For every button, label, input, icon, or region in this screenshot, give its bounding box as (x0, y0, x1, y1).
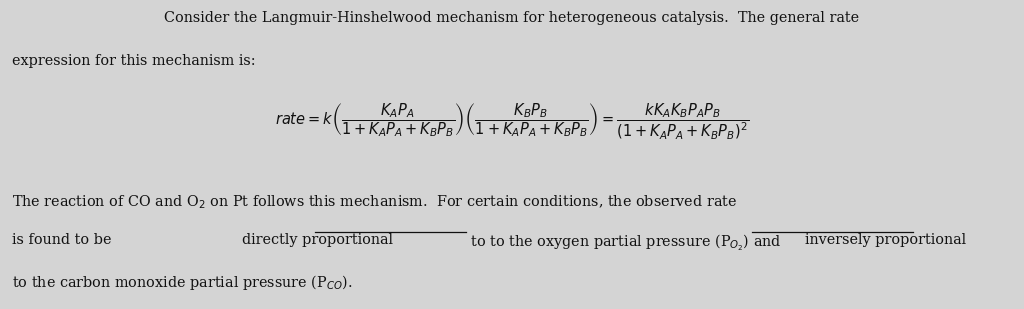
Text: expression for this mechanism is:: expression for this mechanism is: (12, 54, 256, 68)
Text: is found to be: is found to be (12, 233, 117, 247)
Text: to the carbon monoxide partial pressure (P$_{CO}$).: to the carbon monoxide partial pressure … (12, 273, 352, 292)
Text: $\mathit{rate} = k\left(\dfrac{K_A P_A}{1 + K_A P_A + K_B P_B}\right)\left(\dfra: $\mathit{rate} = k\left(\dfrac{K_A P_A}{… (275, 102, 749, 142)
Text: Consider the Langmuir-Hinshelwood mechanism for heterogeneous catalysis.  The ge: Consider the Langmuir-Hinshelwood mechan… (165, 11, 859, 25)
Text: directly proportional: directly proportional (242, 233, 392, 247)
Text: inversely proportional: inversely proportional (806, 233, 967, 247)
Text: The reaction of CO and O$_2$ on Pt follows this mechanism.  For certain conditio: The reaction of CO and O$_2$ on Pt follo… (12, 193, 737, 210)
Text: to to the oxygen partial pressure (P$_{O_2}$) and: to to the oxygen partial pressure (P$_{O… (466, 233, 782, 253)
